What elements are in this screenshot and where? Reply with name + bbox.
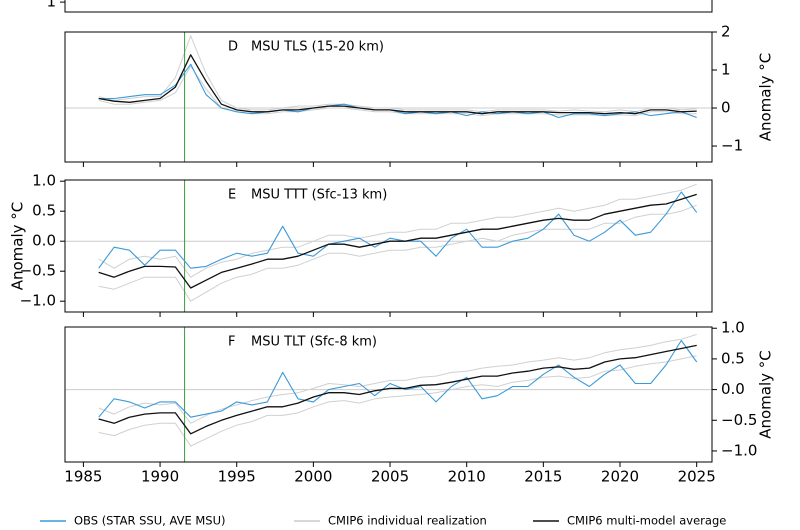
y-tick-label: −1	[721, 137, 743, 155]
y-tick-label: 2	[721, 23, 731, 41]
series-line	[98, 63, 697, 119]
y-tick-label: 0.0	[32, 232, 56, 250]
legend-label: CMIP6 individual realization	[328, 514, 487, 528]
series-line	[98, 193, 697, 289]
plot-area	[65, 32, 712, 162]
x-tick-label: 2010	[448, 468, 486, 486]
panel-frame	[64, 31, 713, 163]
y-tick-label: 0.0	[721, 380, 745, 398]
legend-label: CMIP6 multi-model average	[567, 514, 726, 528]
realization-line	[98, 204, 697, 302]
y-tick-label: −0.5	[20, 262, 56, 280]
series-line	[98, 339, 698, 418]
plot-area	[65, 327, 712, 462]
panel-title: MSU TTT (Sfc-13 km)	[251, 188, 387, 203]
panel-title: MSU TLS (15-20 km)	[251, 40, 384, 55]
realization-line	[98, 65, 697, 117]
legend-label: OBS (STAR SSU, AVE MSU)	[74, 514, 226, 528]
y-tick-label: 1.0	[721, 319, 745, 337]
y-tick-label: 1	[721, 61, 731, 79]
panel-frame	[64, 179, 713, 313]
x-tick-label: 2015	[524, 468, 562, 486]
y-tick-label: −1.0	[721, 441, 757, 459]
panel-letter: D	[228, 40, 238, 55]
realization-line	[98, 355, 697, 447]
y-tick-label: 0	[721, 99, 731, 117]
x-tick-label: 2005	[371, 468, 409, 486]
panel-frame	[64, 0, 713, 13]
x-tick-label: 2020	[601, 468, 639, 486]
x-tick-label: 2025	[678, 468, 716, 486]
realization-line	[98, 35, 697, 113]
y-tick-label: 0.5	[721, 349, 745, 367]
series-line	[98, 344, 697, 435]
y-axis-label: Anomaly °C	[757, 350, 775, 439]
series-line	[98, 54, 697, 115]
x-tick-label: 1985	[64, 468, 102, 486]
y-tick-label: −0.5	[721, 411, 757, 429]
panel-frame	[64, 326, 713, 463]
y-tick-label: 1	[46, 0, 56, 11]
y-axis-label: Anomaly °C	[9, 202, 27, 291]
panel-letter: F	[228, 335, 235, 350]
realization-line	[98, 333, 697, 424]
plot-area	[65, 180, 712, 312]
series-line	[98, 191, 698, 269]
y-axis-label: Anomaly °C	[757, 53, 775, 142]
x-tick-label: 1995	[218, 468, 256, 486]
realization-line	[98, 183, 697, 278]
y-tick-label: 0.5	[32, 202, 56, 220]
x-tick-label: 2000	[294, 468, 332, 486]
x-tick-label: 1990	[141, 468, 179, 486]
y-tick-label: −1.0	[20, 292, 56, 310]
panel-letter: E	[228, 188, 236, 203]
y-tick-label: 1.0	[32, 172, 56, 190]
panel-title: MSU TLT (Sfc-8 km)	[251, 335, 377, 350]
